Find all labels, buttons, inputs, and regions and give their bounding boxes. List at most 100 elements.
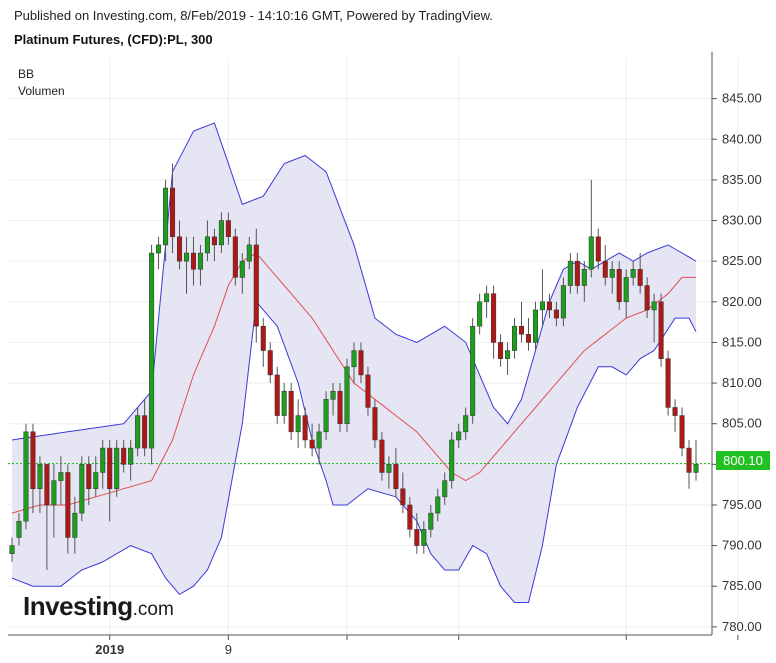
indicator-bb[interactable]: BB — [18, 67, 35, 81]
candle-body — [218, 220, 224, 246]
candle-body — [567, 260, 573, 286]
candle-body — [107, 447, 113, 489]
candle-body — [435, 496, 441, 514]
candle-body — [609, 269, 615, 278]
candle-body — [121, 447, 127, 465]
candle-body — [414, 529, 420, 546]
candle-body — [623, 277, 629, 303]
candle-body — [30, 431, 36, 489]
investing-logo: Investing.com — [23, 591, 174, 622]
candle-body — [560, 285, 566, 319]
candle-body — [316, 431, 322, 449]
y-tick-label: 785.00 — [722, 578, 762, 593]
candle-body — [470, 325, 476, 416]
candle-body — [156, 244, 162, 254]
candle-body — [539, 301, 545, 311]
bb-upper-line — [11, 122, 697, 441]
candle-body — [449, 439, 455, 481]
candle-body — [260, 325, 266, 351]
candle-body — [309, 439, 315, 449]
candle-body — [288, 390, 294, 433]
candle-body — [295, 415, 301, 433]
candle-body — [23, 431, 29, 522]
candle-body — [379, 439, 385, 473]
candle-body — [149, 252, 155, 449]
y-tick-label: 805.00 — [722, 416, 762, 431]
candle-body — [393, 464, 399, 489]
candle-body — [211, 236, 217, 246]
candle-body — [407, 504, 413, 530]
candle-body — [365, 374, 371, 408]
candle-body — [665, 358, 671, 408]
candle-body — [225, 220, 231, 238]
candle-body — [197, 252, 203, 270]
candle-body — [574, 260, 580, 286]
candle-body — [274, 374, 280, 416]
candle-body — [491, 293, 497, 343]
candle-body — [630, 269, 636, 278]
candle-body — [176, 236, 183, 262]
candle-body — [512, 325, 518, 351]
y-tick-label: 830.00 — [722, 213, 762, 228]
candle-body — [546, 301, 552, 311]
candle-body — [337, 390, 343, 424]
candle-body — [128, 447, 134, 465]
candle-body — [163, 187, 169, 246]
y-tick-label: 845.00 — [722, 91, 762, 106]
candle-body — [142, 415, 148, 449]
candle-body — [190, 252, 196, 270]
candle-body — [351, 350, 357, 368]
y-tick-label: 780.00 — [722, 619, 762, 634]
candle-body — [372, 407, 378, 441]
candle-body — [93, 472, 99, 489]
candle-body — [170, 187, 176, 238]
indicator-volume[interactable]: Volumen — [18, 84, 65, 98]
candle-body — [72, 512, 78, 538]
candle-body — [358, 350, 364, 376]
candle-body — [79, 464, 85, 514]
candle-body — [330, 390, 336, 400]
candle-body — [58, 472, 64, 481]
candle-body — [616, 269, 622, 303]
candle-body — [602, 260, 608, 278]
candle-body — [65, 472, 71, 538]
bb-lower-line — [11, 300, 697, 603]
candle-body — [44, 464, 50, 506]
bb-middle-line — [11, 252, 696, 514]
x-tick-label: 2019 — [95, 642, 124, 657]
y-tick-label: 790.00 — [722, 538, 762, 553]
candle-body — [246, 244, 252, 262]
candle-body — [386, 464, 392, 473]
candle-body — [442, 480, 448, 498]
candle-body — [135, 415, 141, 449]
candle-body — [232, 236, 238, 278]
candle-body — [518, 325, 525, 335]
candle-body — [532, 309, 538, 343]
candle-body — [302, 415, 308, 441]
y-tick-label: 840.00 — [722, 131, 762, 146]
candle-body — [456, 431, 462, 441]
candle-body — [651, 301, 657, 311]
logo-brand: Investing — [23, 591, 133, 621]
candle-body — [463, 415, 469, 433]
candle-body — [693, 464, 699, 473]
candle-body — [51, 480, 57, 506]
candle-body — [100, 447, 106, 473]
candle-body — [323, 399, 329, 433]
candle-body — [183, 252, 190, 262]
candle-body — [37, 464, 43, 489]
candle-body — [588, 236, 594, 270]
candle-body — [281, 390, 287, 416]
candle-body — [644, 285, 650, 311]
candle-body — [595, 236, 601, 262]
candles — [9, 163, 699, 570]
y-tick-label: 815.00 — [722, 334, 762, 349]
instrument-title: Platinum Futures, (CFD):PL, 300 — [14, 32, 213, 47]
y-tick-label: 820.00 — [722, 294, 762, 309]
candle-body — [637, 269, 643, 286]
candle-body — [9, 545, 15, 554]
candle-body — [498, 342, 504, 359]
candle-body — [686, 447, 692, 473]
published-line: Published on Investing.com, 8/Feb/2019 -… — [14, 8, 493, 23]
